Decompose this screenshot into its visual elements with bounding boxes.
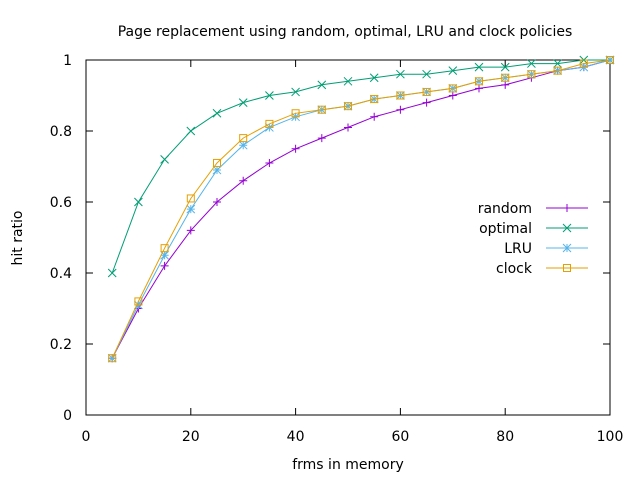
data-point-lru [160,250,169,260]
legend-swatch-marker [563,204,571,212]
data-point-lru [238,140,248,150]
y-tick-label: 0 [63,408,72,424]
data-point-clock [344,102,352,111]
x-tick-label: 100 [597,429,624,445]
data-point-optimal [317,80,327,90]
legend: random optimal LRU clock [478,201,588,277]
y-tick-label: 0.4 [50,266,72,282]
data-point-lru [186,204,196,214]
data-point-optimal [500,62,510,72]
data-point-clock [317,105,326,114]
data-point-optimal [186,126,196,136]
series-optimal [107,55,615,278]
data-point-clock [422,87,431,96]
data-point-random [291,144,300,153]
data-point-random [265,158,274,167]
y-axis: 0 0.2 0.4 0.6 0.8 1 [50,53,610,424]
legend-label: LRU [504,241,532,257]
data-point-clock [475,77,483,86]
data-point-random [396,105,405,114]
data-point-clock [108,354,117,363]
legend-entry-clock: clock [496,261,588,277]
data-point-random [448,91,457,100]
series-lru [107,55,615,363]
x-tick-label: 20 [182,429,200,445]
y-tick-label: 0.8 [50,124,72,140]
data-point-clock [186,194,195,203]
legend-swatch-marker [562,243,572,253]
data-point-random [422,98,431,107]
legend-label: optimal [479,221,532,237]
data-point-random [186,226,195,235]
data-point-optimal [422,69,431,79]
data-point-random [239,176,248,185]
series-line-random [111,59,611,359]
y-tick-label: 1 [63,53,72,69]
data-point-optimal [527,59,536,68]
data-point-random [317,134,326,143]
data-point-random [501,80,510,89]
legend-swatch-marker [563,264,571,272]
data-point-clock [606,56,614,64]
data-point-optimal [134,197,143,207]
legend-label: clock [496,261,533,277]
data-point-random [370,112,379,121]
y-tick-label: 0.6 [50,195,72,211]
data-point-clock [370,95,379,104]
data-point-optimal [553,59,562,68]
legend-entry-lru: LRU [504,241,588,257]
data-point-clock [579,59,588,68]
data-point-random [160,261,169,270]
data-point-optimal [396,69,405,79]
data-point-clock [213,158,221,167]
data-point-clock [448,84,457,93]
data-point-optimal [291,87,300,97]
x-axis-label: frms in memory [292,457,404,473]
data-point-optimal [369,73,379,83]
data-point-clock [396,91,405,100]
data-point-random [344,123,352,132]
y-axis-label: hit ratio [10,211,26,266]
legend-entry-random: random [478,201,588,217]
series-layer [107,55,615,363]
data-point-optimal [474,62,484,72]
data-point-optimal [265,91,274,100]
x-tick-label: 60 [391,429,409,445]
series-random [108,56,614,363]
data-point-random [475,84,483,93]
data-point-optimal [107,268,117,278]
data-point-optimal [160,155,169,164]
data-point-clock [134,297,143,306]
series-line-clock [111,59,611,359]
series-clock [108,56,614,363]
legend-label: random [478,201,532,217]
data-point-clock [553,66,562,75]
series-line-optimal [111,59,610,274]
data-point-clock [160,244,169,253]
chart-title: Page replacement using random, optimal, … [118,24,573,40]
data-point-clock [291,109,300,118]
data-point-clock [501,73,510,82]
data-point-random [213,198,221,206]
x-tick-label: 80 [496,429,514,445]
data-point-optimal [212,108,222,118]
y-tick-label: 0.2 [50,337,72,353]
data-point-optimal [343,76,353,86]
x-tick-label: 40 [287,429,305,445]
data-point-clock [265,119,274,128]
data-point-optimal [238,98,248,107]
legend-swatch-marker [562,223,572,233]
legend-entry-optimal: optimal [479,221,588,237]
x-tick-label: 0 [82,429,91,445]
plot-frame [85,59,611,416]
data-point-clock [527,70,536,79]
data-point-clock [239,134,248,143]
data-point-optimal [448,66,458,76]
x-axis: 0 20 40 60 80 100 [82,60,624,445]
